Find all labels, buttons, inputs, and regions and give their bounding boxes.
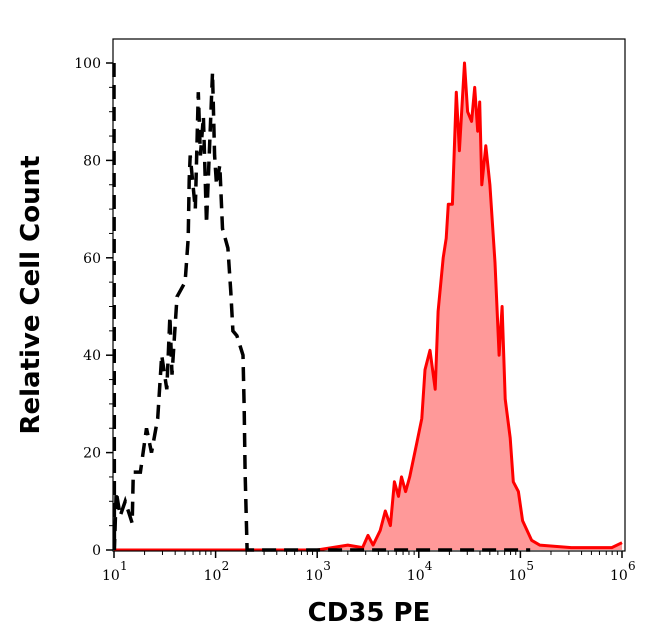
x-tick-base: 10 [508,568,526,584]
x-tick-base: 10 [305,568,323,584]
series-layer [112,61,623,552]
y-tick-label: 0 [92,543,101,559]
x-tick-label: 102 [204,559,230,584]
series-line-0 [112,62,531,552]
y-tick-label: 40 [83,348,101,364]
y-tick-label: 80 [83,153,101,169]
x-tick-exponent: 5 [526,559,534,573]
x-tick-label: 101 [102,559,128,584]
x-tick-exponent: 1 [120,559,128,573]
x-tick-label: 106 [610,559,636,584]
y-tick-label: 20 [83,446,101,462]
x-tick-label: 104 [407,559,433,584]
x-tick-base: 10 [102,568,120,584]
x-tick-base: 10 [610,568,628,584]
x-tick-label: 105 [508,559,534,584]
y-tick-label: 100 [74,56,101,72]
x-axis-title: CD35 PE [308,598,431,628]
x-tick-base: 10 [204,568,222,584]
x-tick-label: 103 [305,559,331,584]
y-tick-label: 60 [83,251,101,267]
y-axis-title: Relative Cell Count [16,155,46,434]
plot-frame [112,38,626,552]
series-fill-1 [114,63,622,550]
series-line-1 [114,61,623,552]
x-tick-exponent: 6 [628,559,636,573]
x-tick-exponent: 4 [425,559,433,573]
x-tick-exponent: 3 [323,559,331,573]
x-tick-base: 10 [407,568,425,584]
x-tick-exponent: 2 [222,559,230,573]
